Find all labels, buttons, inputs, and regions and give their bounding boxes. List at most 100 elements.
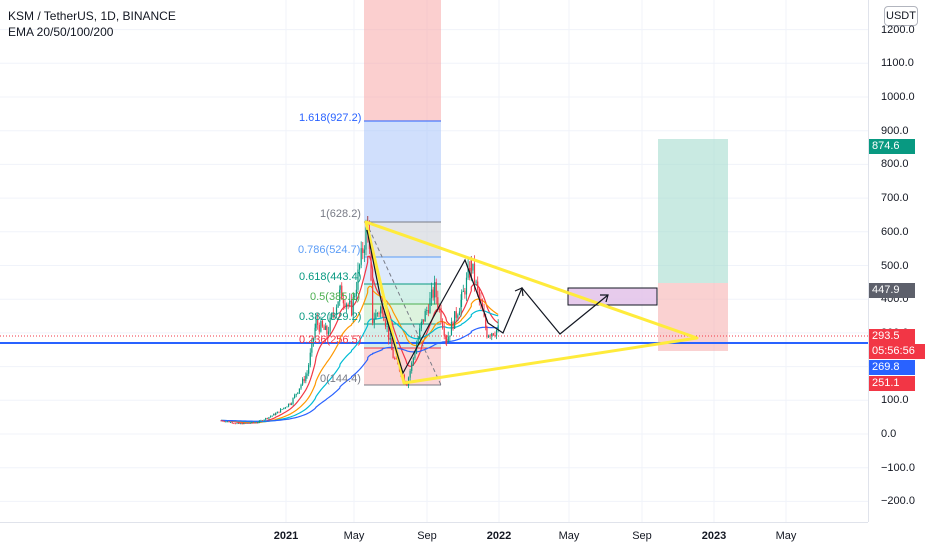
candle-body (315, 319, 317, 328)
price-tick: 1100.0 (881, 57, 914, 70)
candle-body (325, 326, 327, 330)
candle-body (355, 289, 357, 296)
candle-body (438, 307, 441, 309)
candle-body (437, 297, 439, 308)
price-tag: 269.8 (869, 360, 915, 375)
candle-body (391, 337, 393, 351)
candle-body (378, 313, 380, 315)
candle-body (246, 422, 248, 424)
candle-body (376, 313, 379, 315)
candle-body (495, 329, 498, 336)
candle-body (434, 282, 436, 298)
candle-body (458, 311, 461, 316)
candle-body (252, 422, 255, 423)
candle-body (257, 422, 259, 424)
long-position-tool[interactable] (658, 139, 728, 351)
candle-body (283, 407, 285, 409)
fib-label: 0.618(443.4) (299, 271, 362, 283)
price-tick: 800.0 (881, 158, 909, 171)
price-tag: 874.6 (869, 139, 915, 154)
candle-body (454, 311, 456, 329)
candle-body (230, 422, 232, 424)
candle-body (243, 422, 245, 425)
candle-body (492, 333, 494, 336)
candle-body (244, 422, 247, 424)
candle-body (470, 259, 472, 271)
candle-body (464, 290, 466, 295)
arrow-head-2 (600, 294, 609, 303)
candle-body (415, 345, 418, 354)
time-tick: 2022 (486, 530, 512, 542)
candle-body (241, 423, 243, 425)
candle-body (494, 335, 496, 336)
currency-badge[interactable]: USDT (884, 6, 918, 26)
candle-body (435, 282, 437, 298)
candle-body (297, 392, 299, 394)
price-tick: −100.0 (881, 461, 915, 474)
candle-body (271, 415, 273, 417)
candle-body (352, 297, 354, 316)
price-tick: 0.0 (881, 428, 897, 440)
price-tick: 700.0 (881, 192, 909, 205)
fib-label: 1(628.2) (320, 208, 361, 220)
candle-body (395, 358, 397, 360)
candle-body (278, 411, 280, 413)
candle-body (318, 325, 320, 332)
candle-body (440, 307, 442, 322)
candle-body (412, 357, 414, 363)
candle-body (254, 422, 256, 424)
candle-body (429, 298, 431, 314)
candle-body (363, 249, 365, 254)
price-tag: 293.5 (869, 329, 915, 344)
candle-body (389, 337, 391, 340)
candle-body (472, 263, 474, 271)
candle-body (308, 365, 310, 374)
candle-body (248, 422, 250, 424)
candle-body (419, 328, 421, 339)
candle-body (478, 289, 480, 299)
candle-body (421, 319, 423, 323)
candle-body (223, 421, 225, 423)
candle-body (497, 325, 499, 330)
candle-body (375, 313, 377, 320)
time-tick: May (343, 530, 365, 542)
candle-body (222, 420, 224, 422)
candle-body (394, 358, 396, 360)
candle-body (455, 311, 457, 318)
candle-body (430, 289, 433, 299)
symmetric-triangle[interactable] (364, 220, 699, 385)
candle-body (381, 303, 383, 314)
candle-body (465, 277, 468, 295)
profit-zone (658, 139, 728, 283)
indicator-legend[interactable]: EMA 20/50/100/200 (8, 25, 114, 39)
fib-label: 0(144.4) (320, 373, 361, 385)
time-tick: 2023 (701, 530, 727, 542)
ema-200-line (221, 326, 499, 422)
candle-body (373, 319, 375, 323)
projection-path[interactable] (366, 229, 609, 375)
candle-body (289, 403, 291, 405)
candle-body (443, 328, 445, 336)
candle-body (386, 326, 388, 327)
candle-body (335, 307, 338, 315)
candles (220, 215, 499, 425)
candle-body (281, 408, 283, 410)
time-tick: May (558, 530, 580, 542)
candle-body (273, 413, 275, 416)
candle-body (446, 339, 448, 343)
candle-body (314, 327, 316, 339)
price-tag: 05:56:56 (869, 344, 925, 359)
symbol-title[interactable]: KSM / TetherUS, 1D, BINANCE (8, 9, 176, 23)
candle-body (329, 317, 331, 332)
candle-body (350, 302, 353, 316)
price-tick: 500.0 (881, 259, 909, 272)
candle-body (220, 420, 222, 422)
candle-body (370, 249, 372, 281)
candle-body (372, 280, 374, 314)
fib-zone-top-red (364, 0, 441, 121)
candle-body (298, 388, 301, 393)
candle-body (300, 384, 302, 389)
candle-body (226, 421, 229, 423)
